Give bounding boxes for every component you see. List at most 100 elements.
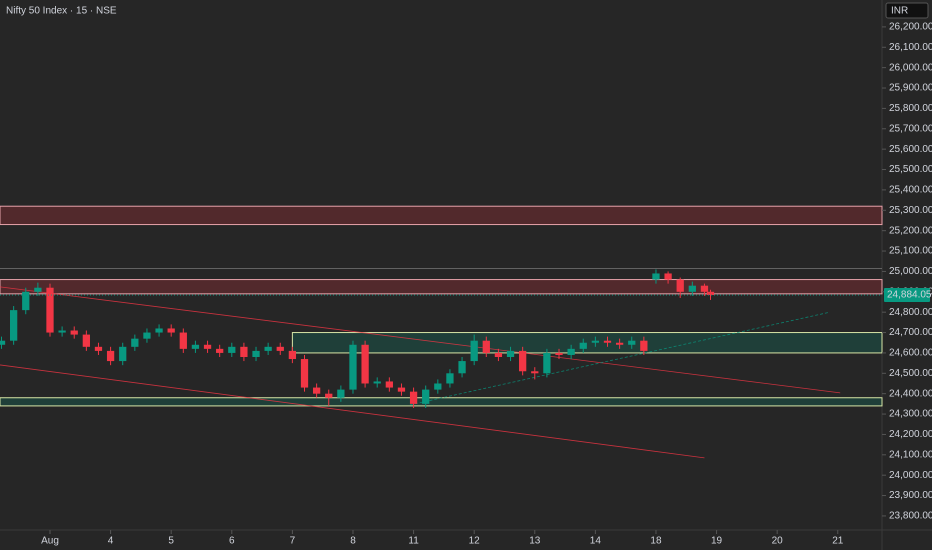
y-tick-label: 25,100.00 — [889, 246, 932, 257]
candle-body — [0, 340, 6, 345]
candle-body — [337, 389, 345, 398]
candle-body — [325, 393, 333, 398]
x-tick-label: 18 — [650, 536, 662, 547]
x-tick-label: 8 — [350, 536, 356, 547]
candle-body — [143, 332, 151, 339]
candle-body — [664, 273, 672, 280]
y-tick-label: 25,600.00 — [889, 144, 932, 155]
candle-body — [9, 310, 18, 341]
y-tick-label: 25,500.00 — [889, 164, 932, 175]
candle-body — [203, 344, 212, 349]
chart-title: Nifty 50 Index · 15 · NSE — [6, 6, 117, 17]
x-tick-label: 20 — [772, 536, 784, 547]
candle-body — [82, 334, 90, 347]
trendline — [0, 364, 705, 459]
candle-body — [288, 350, 297, 360]
candle-body — [276, 346, 284, 351]
x-tick-label: 11 — [408, 536, 419, 547]
y-tick-label: 26,100.00 — [889, 42, 932, 53]
candle-body — [34, 287, 42, 292]
y-tick-label: 24,700.00 — [889, 327, 932, 338]
candle-body — [240, 346, 248, 358]
candle-body — [264, 346, 272, 351]
currency-badge[interactable] — [885, 2, 929, 19]
candle-body — [494, 352, 503, 358]
x-tick-label: 5 — [168, 536, 174, 547]
candle-body — [603, 340, 612, 343]
y-tick-label: 23,800.00 — [889, 511, 932, 522]
candle-body — [652, 273, 660, 280]
candle-body — [555, 352, 563, 355]
candle-body — [46, 287, 54, 333]
candle-body — [519, 350, 527, 372]
y-tick-label: 25,200.00 — [889, 225, 932, 236]
candle-body — [591, 340, 600, 343]
candle-body — [191, 344, 200, 349]
candle-body — [216, 348, 224, 353]
candle-body — [579, 342, 587, 349]
candle-body — [543, 352, 551, 374]
last-price-badge — [884, 288, 930, 303]
currency[interactable]: INR — [891, 6, 908, 17]
candle-body — [458, 361, 466, 374]
zone — [0, 397, 883, 407]
candle-body — [312, 387, 321, 394]
y-tick-label: 24,300.00 — [889, 409, 932, 420]
candle-body — [615, 342, 624, 345]
candle-body — [676, 279, 684, 292]
y-tick-label: 25,900.00 — [889, 83, 932, 94]
y-tick-label: 24,200.00 — [889, 429, 932, 440]
x-tick-label: 21 — [832, 536, 844, 547]
trendline — [409, 311, 830, 406]
y-tick-label: 26,000.00 — [889, 62, 932, 73]
candle-body — [349, 344, 357, 390]
candle-body — [385, 381, 393, 388]
candle-body — [422, 389, 430, 404]
candle-body — [94, 346, 103, 351]
candle-body — [155, 328, 163, 333]
y-tick-label: 24,000.00 — [889, 470, 932, 481]
candle-body — [397, 387, 406, 392]
candle-body — [506, 350, 515, 358]
candle-body — [22, 291, 30, 311]
candle-body — [567, 348, 575, 355]
candle-body — [58, 330, 66, 333]
x-tick-label: 7 — [290, 536, 296, 547]
x-tick-label: 13 — [529, 536, 541, 547]
candle-body — [300, 359, 309, 388]
y-tick-label: 25,700.00 — [889, 123, 932, 134]
y-tick-label: 24,500.00 — [889, 368, 932, 379]
y-tick-label: 24,100.00 — [889, 449, 932, 460]
candle-body — [434, 383, 442, 390]
candle-body — [252, 350, 260, 358]
x-tick-label: 19 — [711, 536, 723, 547]
y-tick-label: 26,200.00 — [889, 22, 932, 33]
candle-body — [361, 344, 369, 384]
x-tick-label: 4 — [108, 536, 114, 547]
zone — [291, 332, 883, 354]
candle-body — [373, 381, 381, 384]
y-tick-label: 25,300.00 — [889, 205, 932, 216]
y-tick-label: 24,800.00 — [889, 307, 932, 318]
y-tick-label: 24,600.00 — [889, 348, 932, 359]
zone — [0, 205, 883, 226]
candle-body — [628, 340, 636, 345]
candle-body — [640, 340, 648, 351]
candle-body — [228, 346, 236, 353]
candle-body — [470, 340, 478, 362]
candle-body — [167, 328, 175, 333]
zone — [0, 279, 883, 295]
candle-body — [531, 371, 539, 374]
y-tick-label: 25,400.00 — [889, 185, 932, 196]
y-tick-label: 24,400.00 — [889, 388, 932, 399]
candle-body — [409, 391, 418, 404]
y-tick-label: 25,800.00 — [889, 103, 932, 114]
x-tick-label: 6 — [229, 536, 235, 547]
candle-body — [700, 285, 709, 292]
candle-body — [119, 346, 127, 362]
last-price-label: 24,884.05 — [887, 290, 932, 301]
candle-body — [70, 330, 78, 335]
